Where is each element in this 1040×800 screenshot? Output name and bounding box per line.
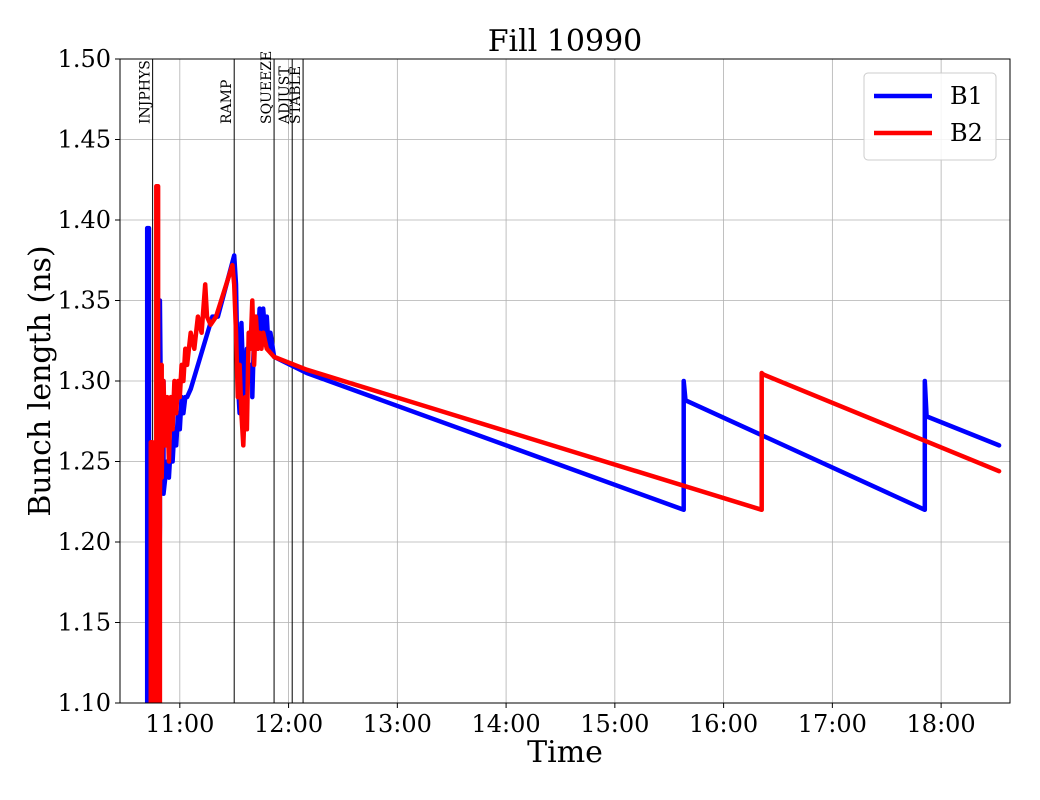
series-lines (144, 183, 1002, 703)
x-tick-label: 17:00 (798, 710, 867, 738)
x-tick-label: 16:00 (689, 710, 758, 738)
y-axis-label: Bunch length (ns) (23, 245, 58, 516)
y-tick-label: 1.30 (58, 367, 111, 395)
chart-title: Fill 10990 (488, 24, 643, 59)
legend-label-b2: B2 (950, 119, 983, 147)
x-tick-label: 15:00 (580, 710, 649, 738)
x-tick-label: 11:00 (145, 710, 214, 738)
axis-ticks: 11:00 12:00 13:00 14:00 15:00 16:00 17:00 18:00… (58, 45, 976, 738)
phase-label: ADJUST (277, 66, 293, 125)
y-tick-label: 1.15 (58, 609, 111, 637)
y-tick-label: 1.40 (58, 206, 111, 234)
y-tick-label: 1.45 (58, 126, 111, 154)
x-axis-label: Time (527, 735, 603, 770)
x-tick-label: 12:00 (254, 710, 323, 738)
phase-label: RAMP (219, 80, 235, 124)
x-tick-label: 18:00 (907, 710, 976, 738)
series-line-b2 (148, 183, 1002, 703)
phase-label: STABLE (288, 66, 304, 124)
phase-label: INJPHYS (138, 60, 154, 124)
y-tick-label: 1.50 (58, 45, 111, 73)
y-tick-label: 1.20 (58, 528, 111, 556)
y-tick-label: 1.25 (58, 448, 111, 476)
phase-label: SQUEEZE (259, 51, 275, 124)
legend-label-b1: B1 (950, 82, 983, 110)
y-tick-label: 1.10 (58, 689, 111, 717)
y-tick-label: 1.35 (58, 287, 111, 315)
x-tick-label: 14:00 (472, 710, 541, 738)
x-tick-label: 13:00 (363, 710, 432, 738)
